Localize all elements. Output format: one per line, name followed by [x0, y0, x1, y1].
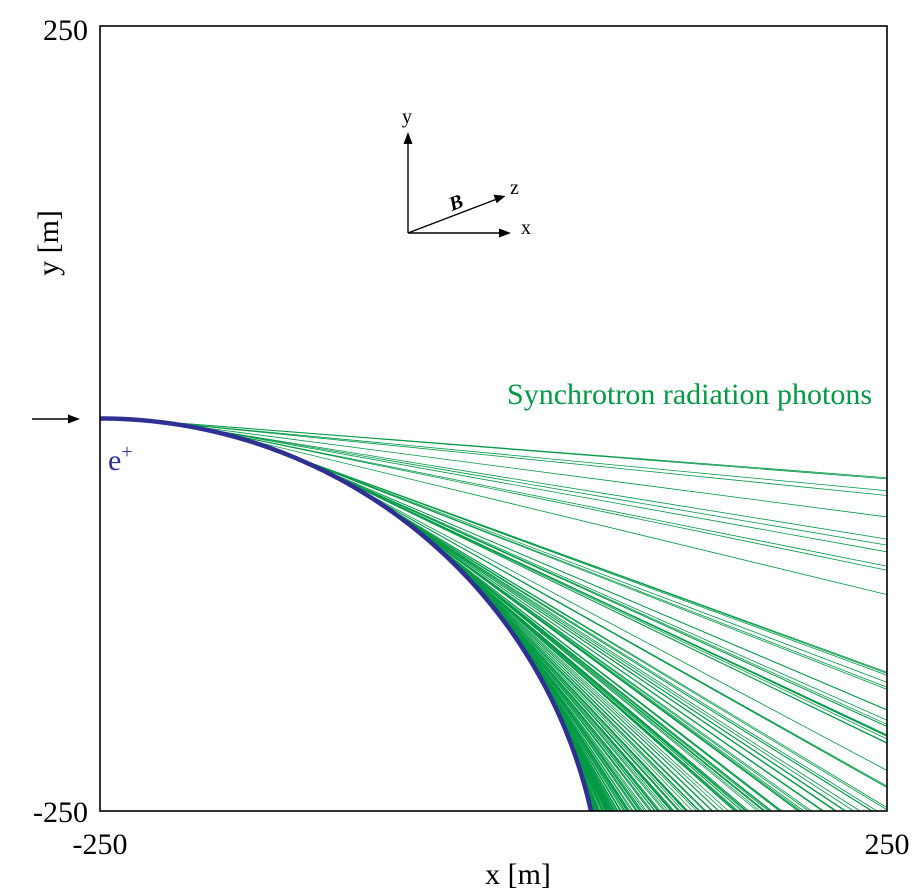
photon-ray: [428, 540, 743, 812]
photon-ray: [452, 562, 707, 812]
photon-ray: [367, 494, 872, 812]
axis-x-label: x: [521, 217, 531, 239]
photon-ray: [308, 463, 888, 727]
photon-ray: [462, 572, 693, 812]
photon-ray: [319, 468, 888, 744]
photon-ray: [365, 493, 878, 812]
photon-ray: [465, 575, 689, 812]
photon-ray: [313, 465, 888, 736]
photon-ray: [396, 514, 805, 812]
x-axis-label: x [m]: [485, 858, 551, 891]
photon-ray: [416, 530, 764, 812]
x-tick-right: 250: [865, 828, 910, 861]
photon-ray: [184, 425, 888, 546]
photon-ray: [147, 420, 888, 492]
photon-ray: [433, 544, 735, 812]
positron-orbit: [99, 416, 594, 812]
photon-rays: [138, 419, 888, 812]
photon-ray: [371, 497, 861, 812]
photon-ray: [377, 501, 846, 812]
photon-ray: [437, 548, 729, 812]
photon-ray: [406, 522, 783, 812]
photon-ray: [398, 516, 800, 812]
photon-ray: [448, 558, 713, 812]
photon-ray: [359, 490, 888, 808]
photon-ray: [443, 553, 719, 812]
photon-ray: [165, 422, 888, 518]
y-tick-top: 250: [43, 14, 88, 47]
coordinate-axes: [403, 132, 511, 238]
y-axis-label: y [m]: [32, 210, 65, 276]
photon-ray: [304, 461, 888, 721]
photon-ray: [139, 419, 888, 480]
photon-ray: [472, 582, 681, 812]
photon-ray: [218, 432, 888, 596]
photon-ray: [297, 458, 888, 711]
photon-ray: [374, 499, 854, 812]
photon-ray: [440, 550, 725, 812]
photon-ray: [387, 508, 823, 812]
photon-ray: [150, 420, 888, 496]
y-tick-bottom: -250: [33, 796, 88, 829]
photon-ray: [189, 426, 888, 553]
axis-y-label: y: [402, 106, 412, 128]
photon-ray: [426, 538, 748, 812]
photon-ray: [346, 482, 888, 787]
photon-ray: [274, 449, 888, 676]
photon-ray: [478, 590, 673, 812]
photon-ray: [199, 427, 888, 567]
photon-ray: [481, 593, 669, 812]
plot-frame: [99, 25, 888, 812]
photon-ray: [393, 512, 809, 812]
incoming-beam-arrow: [32, 414, 80, 424]
photon-ray: [272, 448, 888, 673]
axis-z-label: z: [510, 177, 519, 199]
photon-label: Synchrotron radiation photons: [507, 378, 872, 411]
photon-ray: [381, 504, 837, 812]
photon-ray: [201, 428, 888, 571]
photon-ray: [336, 477, 888, 771]
x-tick-left: -250: [73, 828, 128, 861]
photon-ray: [282, 452, 888, 688]
photon-ray: [413, 528, 769, 812]
positron-label: e+: [108, 441, 133, 477]
photon-ray: [278, 451, 888, 683]
photon-ray: [180, 424, 888, 540]
photon-ray: [420, 533, 758, 812]
photon-ray: [457, 567, 700, 812]
